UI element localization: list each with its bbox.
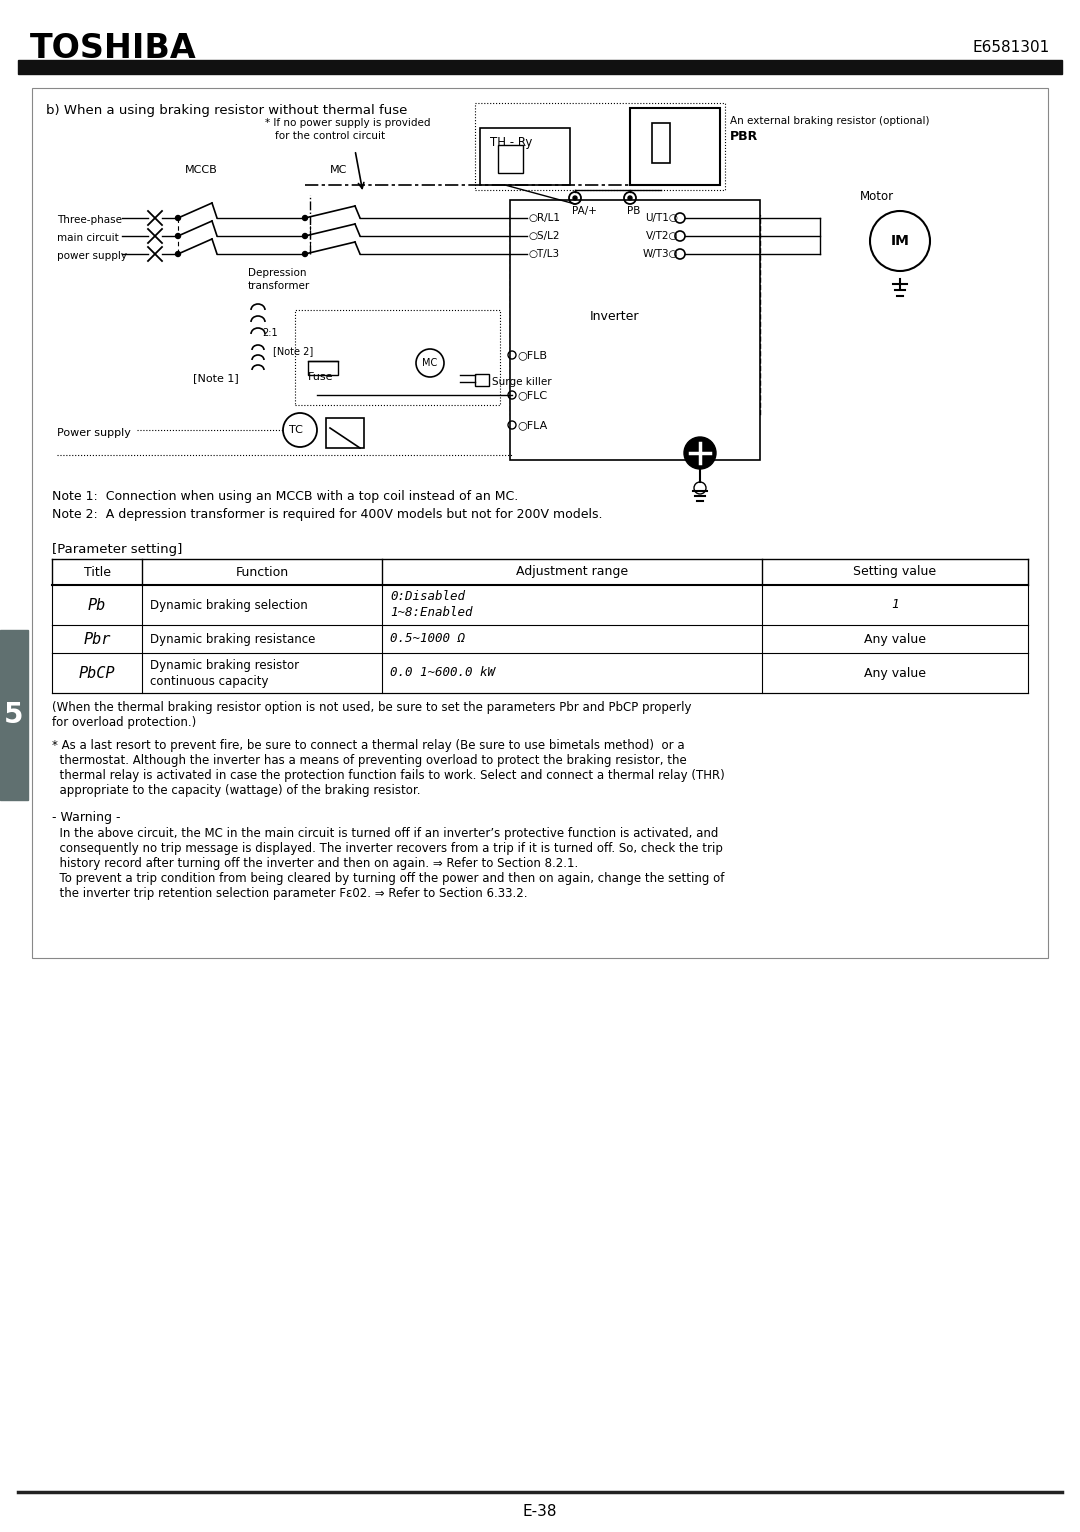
Text: [Note 1]: [Note 1] xyxy=(193,372,239,383)
Text: Note 2:  A depression transformer is required for 400V models but not for 200V m: Note 2: A depression transformer is requ… xyxy=(52,509,603,521)
Text: MC: MC xyxy=(330,165,348,175)
Text: main circuit: main circuit xyxy=(57,233,119,244)
Text: Any value: Any value xyxy=(864,666,926,680)
Text: Any value: Any value xyxy=(864,633,926,645)
Bar xyxy=(480,129,570,185)
Bar xyxy=(0,630,28,800)
Circle shape xyxy=(302,216,308,221)
Text: Power supply: Power supply xyxy=(57,427,131,438)
Circle shape xyxy=(573,196,577,201)
Text: In the above circuit, the MC in the main circuit is turned off if an inverter’s : In the above circuit, the MC in the main… xyxy=(52,827,725,899)
Text: U/T1○: U/T1○ xyxy=(645,213,678,224)
Text: transformer: transformer xyxy=(248,280,310,291)
Text: 0.0 1~600.0 kW: 0.0 1~600.0 kW xyxy=(390,666,495,680)
Text: Dynamic braking resistor: Dynamic braking resistor xyxy=(150,659,299,671)
Text: 0.5~1000 Ω: 0.5~1000 Ω xyxy=(390,633,465,645)
Text: E6581301: E6581301 xyxy=(973,40,1050,55)
Text: Adjustment range: Adjustment range xyxy=(516,565,629,579)
Text: ○S/L2: ○S/L2 xyxy=(528,231,559,241)
Text: (When the thermal braking resistor option is not used, be sure to set the parame: (When the thermal braking resistor optio… xyxy=(52,702,691,729)
Text: 1: 1 xyxy=(891,599,899,611)
Text: Inverter: Inverter xyxy=(590,309,639,323)
Bar xyxy=(308,362,338,375)
Text: Dynamic braking resistance: Dynamic braking resistance xyxy=(150,633,315,645)
Bar xyxy=(475,103,725,190)
Text: ○FLC: ○FLC xyxy=(517,391,548,400)
Bar xyxy=(510,214,760,415)
Circle shape xyxy=(175,216,180,221)
Text: Title: Title xyxy=(83,565,110,579)
Text: PA/+: PA/+ xyxy=(572,205,597,216)
Text: PbCP: PbCP xyxy=(79,665,116,680)
Text: Setting value: Setting value xyxy=(853,565,936,579)
Text: IM: IM xyxy=(891,234,909,248)
Text: 5: 5 xyxy=(4,702,24,729)
Text: * If no power supply is provided: * If no power supply is provided xyxy=(265,118,431,129)
Bar xyxy=(18,60,1062,74)
Text: * As a last resort to prevent fire, be sure to connect a thermal relay (Be sure : * As a last resort to prevent fire, be s… xyxy=(52,738,725,797)
Bar xyxy=(32,87,1048,957)
Text: MC: MC xyxy=(422,358,437,368)
Circle shape xyxy=(302,233,308,239)
Text: W/T3○: W/T3○ xyxy=(643,250,678,259)
Bar xyxy=(295,309,500,404)
Text: An external braking resistor (optional): An external braking resistor (optional) xyxy=(730,116,930,126)
Bar xyxy=(498,146,523,173)
Text: Motor: Motor xyxy=(860,190,894,204)
Circle shape xyxy=(175,233,180,239)
Text: Note 1:  Connection when using an MCCB with a top coil instead of an MC.: Note 1: Connection when using an MCCB wi… xyxy=(52,490,518,502)
Text: for the control circuit: for the control circuit xyxy=(275,132,386,141)
Text: [Parameter setting]: [Parameter setting] xyxy=(52,542,183,556)
Bar xyxy=(475,374,489,386)
Text: TH - Ry: TH - Ry xyxy=(490,136,532,149)
Text: MCCB: MCCB xyxy=(185,165,218,175)
Text: power supply: power supply xyxy=(57,251,127,260)
Text: b) When a using braking resistor without thermal fuse: b) When a using braking resistor without… xyxy=(46,104,407,116)
Bar xyxy=(510,201,760,460)
Circle shape xyxy=(175,251,180,256)
Text: TOSHIBA: TOSHIBA xyxy=(30,32,197,64)
Text: 2:1: 2:1 xyxy=(262,328,278,339)
Text: Fuse: Fuse xyxy=(308,372,334,381)
Text: E-38: E-38 xyxy=(523,1504,557,1520)
Text: Surge killer: Surge killer xyxy=(492,377,552,388)
Text: TC: TC xyxy=(289,424,302,435)
Text: continuous capacity: continuous capacity xyxy=(150,674,269,688)
Text: ○FLB: ○FLB xyxy=(517,349,546,360)
Text: PBR: PBR xyxy=(730,130,758,142)
Text: ○FLA: ○FLA xyxy=(517,420,548,430)
Text: Three-phase: Three-phase xyxy=(57,214,122,225)
Text: Pb: Pb xyxy=(87,597,106,613)
Circle shape xyxy=(684,437,716,469)
Text: ○R/L1: ○R/L1 xyxy=(528,213,561,224)
Circle shape xyxy=(302,251,308,256)
Text: 0:Disabled: 0:Disabled xyxy=(390,590,465,604)
Text: PB: PB xyxy=(627,205,640,216)
Text: [Note 2]: [Note 2] xyxy=(273,346,313,355)
Circle shape xyxy=(627,196,632,201)
Text: - Warning -: - Warning - xyxy=(52,810,121,824)
Bar xyxy=(630,107,720,185)
Text: Depression: Depression xyxy=(248,268,307,277)
Text: ○T/L3: ○T/L3 xyxy=(528,250,559,259)
Bar xyxy=(326,418,364,447)
Text: Pbr: Pbr xyxy=(83,631,110,647)
Bar xyxy=(652,123,670,162)
Text: V/T2○: V/T2○ xyxy=(646,231,678,241)
Text: Function: Function xyxy=(235,565,288,579)
Text: Dynamic braking selection: Dynamic braking selection xyxy=(150,599,308,611)
Text: 1~8:Enabled: 1~8:Enabled xyxy=(390,607,473,619)
